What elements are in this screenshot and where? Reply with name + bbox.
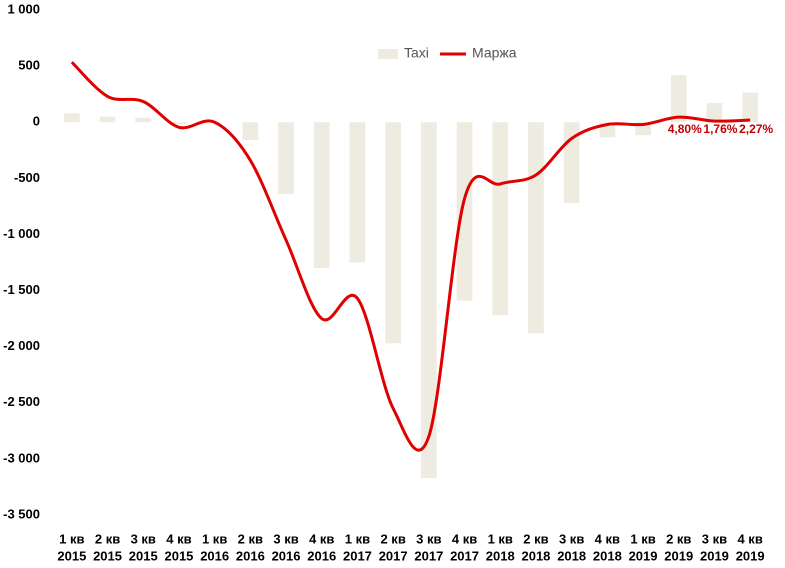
x-tick-label: 3 кв	[273, 531, 298, 546]
x-tick-label: 4 кв	[309, 531, 334, 546]
bar	[456, 122, 473, 301]
x-tick-label: 2019	[736, 548, 765, 563]
x-tick-label: 2 кв	[380, 531, 405, 546]
y-tick-label: 500	[18, 58, 40, 73]
x-tick-label: 1 кв	[630, 531, 655, 546]
x-tick-label: 2017	[414, 548, 443, 563]
x-tick-label: 2018	[557, 548, 586, 563]
x-tick-label: 2015	[164, 548, 193, 563]
x-tick-label: 3 кв	[559, 531, 584, 546]
x-tick-label: 2016	[307, 548, 336, 563]
x-tick-label: 4 кв	[595, 531, 620, 546]
x-tick-label: 1 кв	[345, 531, 370, 546]
bar	[171, 122, 187, 124]
x-tick-label: 3 кв	[702, 531, 727, 546]
legend-label: Taxi	[404, 45, 429, 61]
bar	[278, 122, 294, 195]
data-label: 2,27%	[739, 122, 773, 136]
x-tick-label: 2017	[343, 548, 372, 563]
data-label: 1,76%	[703, 122, 737, 136]
bar	[242, 122, 259, 141]
bar	[63, 113, 80, 123]
x-tick-label: 2015	[57, 548, 86, 563]
x-tick-label: 1 кв	[59, 531, 84, 546]
bar	[99, 116, 116, 123]
x-tick-label: 3 кв	[416, 531, 441, 546]
legend-swatch	[378, 49, 398, 59]
legend-label: Маржа	[472, 45, 517, 61]
x-tick-label: 4 кв	[452, 531, 477, 546]
data-label: 4,80%	[668, 122, 702, 136]
x-tick-label: 2018	[593, 548, 622, 563]
bar	[349, 122, 366, 263]
x-tick-label: 4 кв	[737, 531, 762, 546]
bar	[492, 122, 509, 316]
y-tick-label: -3 000	[3, 450, 40, 465]
bar	[528, 122, 544, 334]
x-tick-label: 2019	[700, 548, 729, 563]
y-tick-label: -1 500	[3, 282, 40, 297]
bar	[706, 103, 723, 123]
y-tick-label: -2 500	[3, 394, 40, 409]
y-tick-label: -500	[14, 170, 40, 185]
x-tick-label: 1 кв	[202, 531, 227, 546]
bar	[670, 75, 687, 123]
bar	[313, 122, 330, 269]
y-tick-label: 0	[33, 114, 40, 129]
x-tick-label: 2019	[664, 548, 693, 563]
bar	[742, 92, 759, 123]
y-tick-label: -1 000	[3, 226, 40, 241]
y-tick-label: 1 000	[7, 1, 40, 16]
x-tick-label: 2015	[93, 548, 122, 563]
x-tick-label: 2018	[521, 548, 550, 563]
x-tick-label: 4 кв	[166, 531, 191, 546]
x-tick-label: 2015	[129, 548, 158, 563]
x-tick-label: 2016	[236, 548, 265, 563]
bar	[420, 122, 437, 478]
line	[70, 61, 751, 452]
x-tick-label: 2 кв	[238, 531, 263, 546]
x-tick-label: 2017	[379, 548, 408, 563]
x-tick-label: 2 кв	[523, 531, 548, 546]
x-tick-label: 2 кв	[95, 531, 120, 546]
x-tick-label: 2019	[629, 548, 658, 563]
y-tick-label: -3 500	[3, 506, 40, 521]
x-tick-label: 3 кв	[131, 531, 156, 546]
x-tick-label: 1 кв	[488, 531, 513, 546]
bar	[135, 117, 152, 123]
x-tick-label: 2 кв	[666, 531, 691, 546]
x-tick-label: 2016	[272, 548, 301, 563]
x-tick-label: 2017	[450, 548, 479, 563]
x-tick-label: 2018	[486, 548, 515, 563]
y-tick-label: -2 000	[3, 338, 40, 353]
bar	[385, 122, 402, 344]
x-tick-label: 2016	[200, 548, 229, 563]
